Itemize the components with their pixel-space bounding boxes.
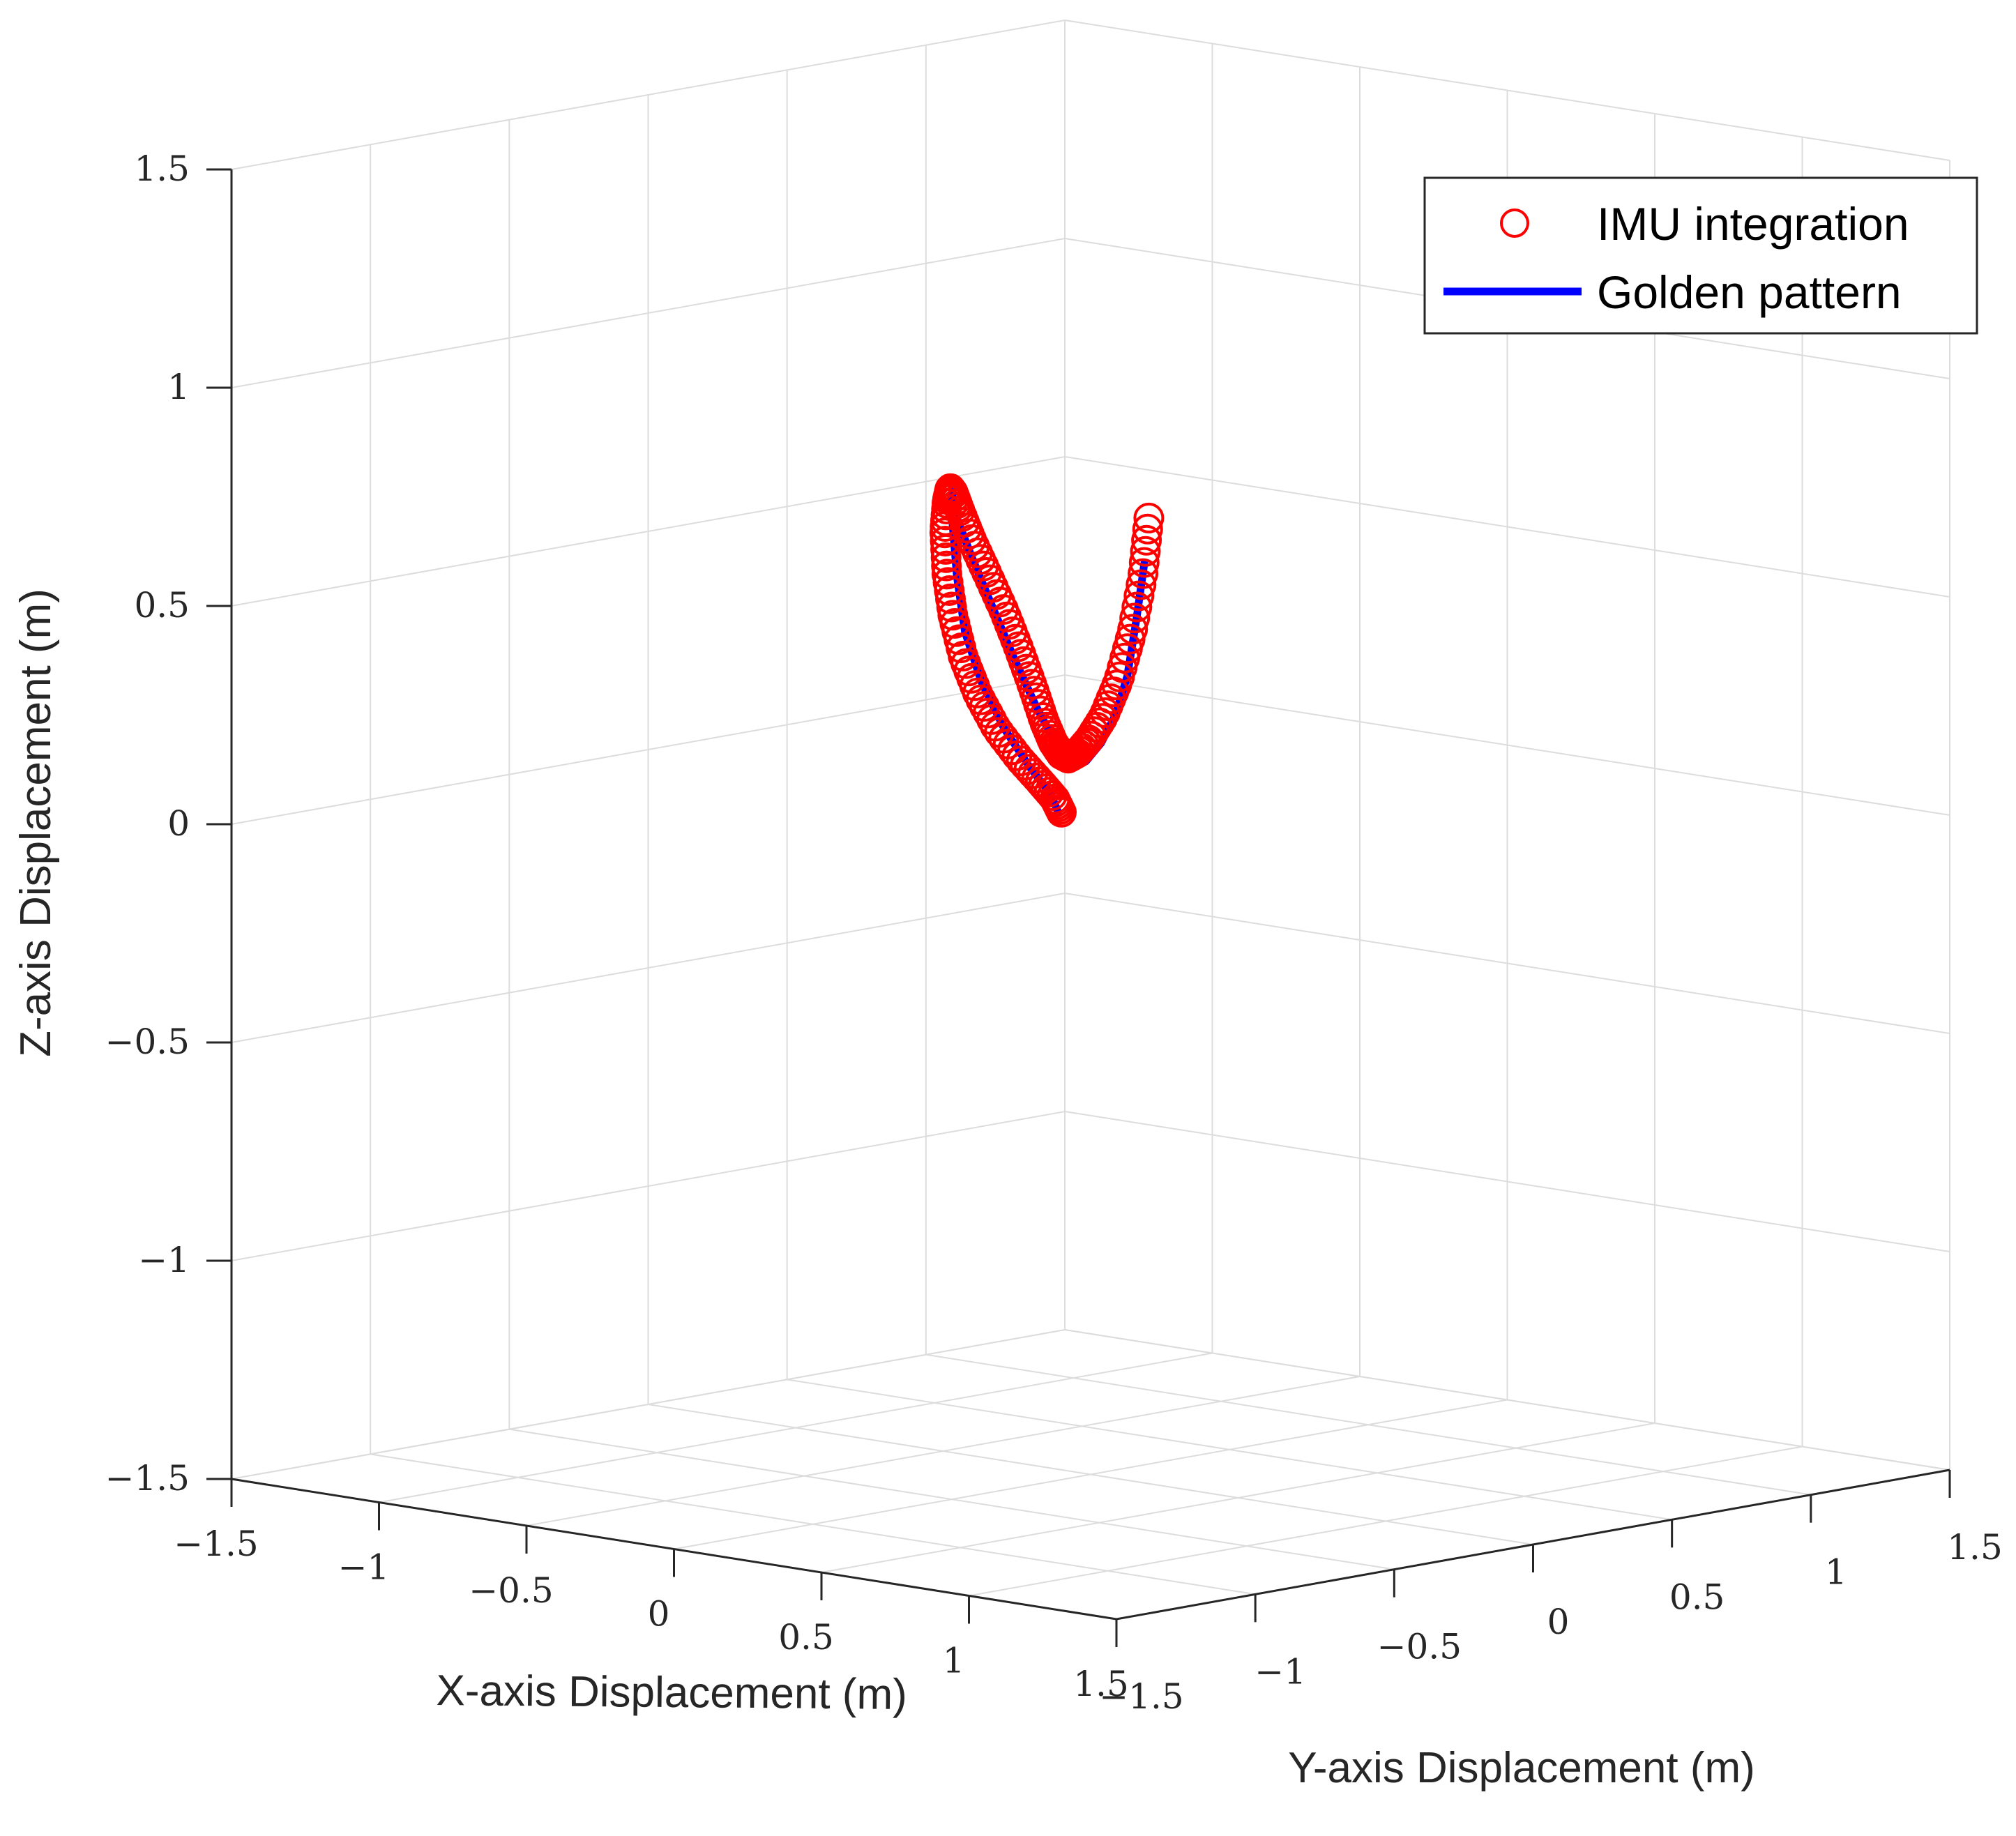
z-axis-ticks: −1.5 −1 −0.5 0 0.5 1 1.5 [105,149,232,1499]
y-tick-label: −1.5 [1099,1676,1183,1717]
imu-data-point [1126,569,1157,600]
z-tick-label: 0.5 [134,585,190,625]
y-tick-label: 1.5 [1947,1527,2003,1568]
x-tick-label: 1.5 [1073,1664,1129,1704]
imu-data-point [1121,591,1153,623]
legend-imu-marker-icon [1500,208,1529,238]
y-axis-ticks: −1.5 −1 −0.5 0 0.5 1 1.5 [1099,1470,2003,1717]
y-tick-label: −0.5 [1377,1627,1462,1667]
grid-line-y-floor [925,1353,1811,1496]
z-tick-label: −1 [138,1240,190,1280]
legend-golden-label: Golden pattern [1597,266,1902,318]
grid-line-z-left-wall [231,674,1066,825]
y-tick-label: 1 [1825,1552,1847,1593]
grid-line-z-left-wall [231,1111,1066,1261]
imu-integration-series [929,473,1165,828]
y-axis-title: Y-axis Displacement (m) [1288,1744,1755,1792]
grid-line-z-left-wall [231,456,1066,607]
grid-line-y-floor [509,1428,1395,1570]
imu-data-point [997,734,1029,766]
grid-line-z-left-wall [231,1329,1066,1480]
grid-line-z-left-wall [231,20,1066,170]
x-axis-title: X-axis Displacement (m) [436,1667,907,1719]
imu-data-point [1119,602,1151,634]
imu-data-point [930,542,962,573]
grid-line-z-left-wall [231,238,1066,388]
imu-data-point [1128,558,1159,589]
imu-data-point [1131,524,1162,556]
grid-line-y-floor [370,1453,1256,1595]
y-tick-label: 0 [1547,1602,1570,1642]
axes [230,169,1950,1621]
imu-data-point [929,517,960,549]
imu-data-point [930,526,961,556]
grid-line-z-left-wall [231,893,1066,1043]
grid-line-z-back-wall [1064,20,1950,161]
grid-line-z-back-wall [1064,456,1950,598]
grid-line-z-back-wall [1064,1329,1950,1471]
z-tick-label: 0 [167,803,190,844]
x-tick-label: −1.5 [174,1524,258,1564]
x-tick-label: 1 [943,1641,965,1681]
imu-data-point [1128,547,1160,578]
z-tick-label: 1.5 [134,149,190,189]
imu-data-point [1130,536,1161,567]
legend-box [1423,176,1978,335]
grid-line-z-back-wall [1064,893,1950,1034]
legend: IMU integration Golden pattern [1423,176,1978,335]
imu-data-point [930,533,962,565]
legend-imu-label: IMU integration [1597,198,1909,250]
grid-line-y-floor [648,1404,1533,1545]
x-tick-label: 0.5 [778,1617,834,1657]
imu-data-point [1046,796,1077,828]
y-tick-label: −1 [1255,1651,1306,1692]
imu-data-point [931,550,962,582]
z-tick-label: 1 [167,367,190,407]
z-tick-label: −1.5 [105,1458,190,1499]
x-tick-label: 0 [648,1594,670,1634]
grid-line-z-back-wall [1064,674,1950,816]
x-tick-label: −1 [338,1547,390,1588]
imu-data-point [1123,580,1155,612]
z-axis-title: Z-axis Displacement (m) [12,589,60,1057]
z-tick-label: −0.5 [105,1022,190,1062]
grid-line-z-back-wall [1064,1111,1950,1252]
grid-line-y-floor [787,1379,1672,1521]
x-axis-ticks: −1.5 −1 −0.5 0 0.5 1 1.5 [174,1479,1129,1704]
x-tick-label: −0.5 [469,1570,553,1611]
y-tick-label: 0.5 [1669,1577,1725,1617]
imu-data-point [1132,513,1163,545]
imu-data-point [1133,502,1165,533]
